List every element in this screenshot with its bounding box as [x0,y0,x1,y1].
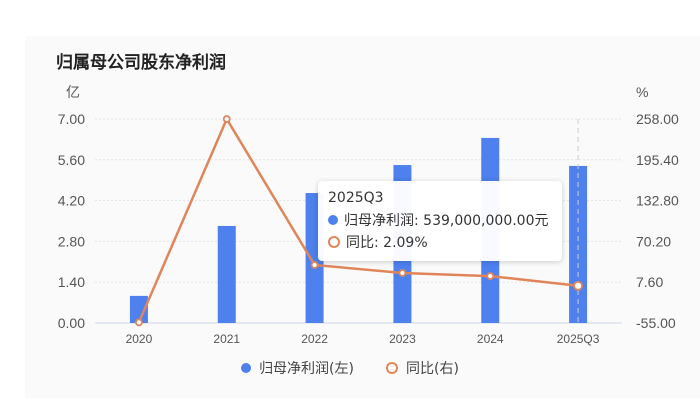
tooltip-title: 2025Q3 [328,190,384,206]
legend-label-profit: 归母净利润(左) [259,361,354,377]
right-axis-tick: 7.60 [636,274,663,290]
yoy-point [310,261,319,269]
x-axis-tick: 2022 [301,332,328,346]
yoy-point [573,280,583,291]
chart-tooltip: 2025Q3 归母净利润: 539,000,000.00元 同比: 2.09% [318,181,562,261]
bar-series-marker-icon [328,215,338,225]
line-series-marker-icon [328,236,340,248]
left-axis-tick: 7.00 [58,111,85,127]
left-axis-tick: 2.80 [58,233,85,249]
left-axis-tick: 4.20 [58,193,85,209]
legend-item-yoy[interactable]: 同比(右) [386,358,459,378]
right-axis-tick: 70.20 [636,233,671,249]
left-axis-tick: 1.40 [58,274,85,290]
right-axis-tick: 132.80 [636,193,679,209]
legend-label-yoy: 同比(右) [406,361,459,377]
right-axis-tick: 258.00 [636,111,679,127]
x-axis-tick: 2023 [389,332,416,346]
left-axis-unit: 亿 [66,84,80,100]
yoy-point [486,272,495,280]
yoy-line [137,116,579,323]
right-axis-unit: % [636,84,648,100]
right-axis-tick: 195.40 [636,152,679,168]
bar-2020 [129,295,148,323]
legend-dot-icon [241,363,252,373]
left-axis-tick: 5.60 [58,152,85,168]
tooltip-row-profit: 归母净利润: 539,000,000.00元 [344,213,549,229]
legend-ring-icon [386,362,398,374]
yoy-point [398,269,407,277]
chart-legend: 归母净利润(左) 同比(右) [0,358,700,378]
left-axis-tick: 0.00 [58,315,85,331]
yoy-point [135,318,143,327]
x-axis-tick: 2020 [126,332,153,346]
x-axis-tick: 2021 [213,332,240,346]
x-axis-tick: 2024 [477,332,504,346]
legend-item-profit[interactable]: 归母净利润(左) [241,358,354,378]
chart-title: 归属母公司股东净利润 [56,53,226,73]
bar-2025Q3 [569,165,588,323]
right-axis-tick: -55.00 [636,315,676,331]
bar-2021 [217,225,236,323]
yoy-point [222,115,231,123]
x-axis-tick: 2025Q3 [557,332,600,346]
tooltip-row-yoy: 同比: 2.09% [346,235,428,251]
